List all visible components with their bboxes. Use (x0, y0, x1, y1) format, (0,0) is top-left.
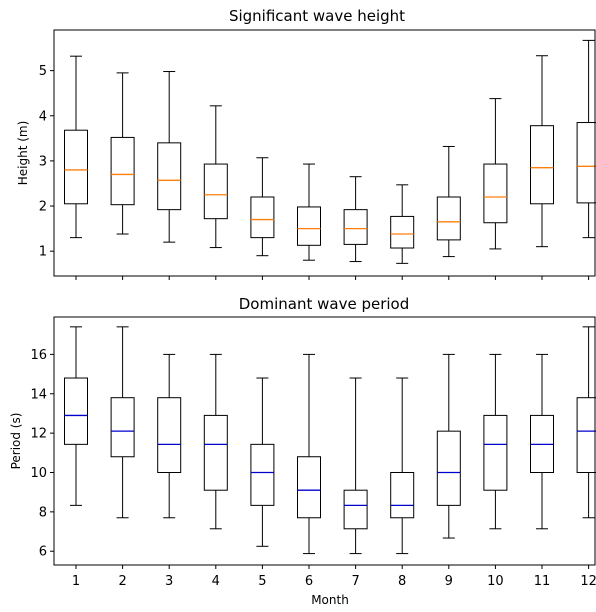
height-y-axis-label: Height (m) (16, 121, 30, 186)
iqr-box (204, 164, 227, 219)
iqr-box (531, 126, 554, 204)
iqr-box (391, 216, 414, 248)
period-x-tick-label: 3 (165, 574, 173, 589)
height-y-tick-label: 4 (39, 109, 47, 124)
period-x-tick-label: 6 (305, 574, 313, 589)
iqr-box (204, 415, 227, 490)
iqr-box (65, 130, 88, 204)
iqr-box (298, 207, 321, 245)
period-x-tick-label: 5 (258, 574, 266, 589)
iqr-box (158, 143, 181, 210)
period-y-tick-label: 16 (30, 348, 47, 363)
height-y-tick-label: 1 (39, 245, 47, 260)
iqr-box (111, 398, 134, 457)
iqr-box (437, 197, 460, 240)
iqr-box (251, 444, 274, 505)
iqr-box (298, 457, 321, 518)
iqr-box (437, 431, 460, 505)
iqr-box (484, 415, 507, 490)
iqr-box (251, 197, 274, 238)
iqr-box (577, 123, 596, 203)
period-y-tick-label: 10 (30, 466, 47, 481)
period-x-axis-label: Month (311, 593, 349, 607)
iqr-box (65, 378, 88, 444)
period-x-tick-label: 4 (212, 574, 220, 589)
period-y-tick-label: 6 (39, 545, 47, 560)
period-x-tick-label: 1 (72, 574, 80, 589)
height-y-tick-label: 2 (39, 200, 47, 215)
period-x-tick-label: 10 (487, 574, 504, 589)
height-chart-title: Significant wave height (229, 7, 405, 25)
iqr-box (158, 398, 181, 473)
iqr-box (484, 164, 507, 223)
iqr-box (344, 490, 367, 529)
height-y-tick-label: 3 (39, 154, 47, 169)
period-x-tick-label: 11 (534, 574, 551, 589)
period-x-tick-label: 12 (580, 574, 596, 589)
period-x-tick-label: 7 (351, 574, 359, 589)
period-y-tick-label: 8 (39, 505, 47, 520)
period-y-tick-label: 14 (30, 387, 47, 402)
period-y-axis-label: Period (s) (9, 413, 23, 470)
period-y-tick-label: 12 (30, 427, 47, 442)
iqr-box (391, 472, 414, 517)
height-y-tick-label: 5 (39, 64, 47, 79)
period-x-tick-label: 8 (398, 574, 406, 589)
iqr-box (111, 137, 134, 204)
iqr-box (344, 210, 367, 245)
iqr-box (577, 398, 596, 473)
period-x-tick-label: 9 (445, 574, 453, 589)
period-x-tick-label: 2 (118, 574, 126, 589)
period-chart-title: Dominant wave period (239, 295, 409, 313)
